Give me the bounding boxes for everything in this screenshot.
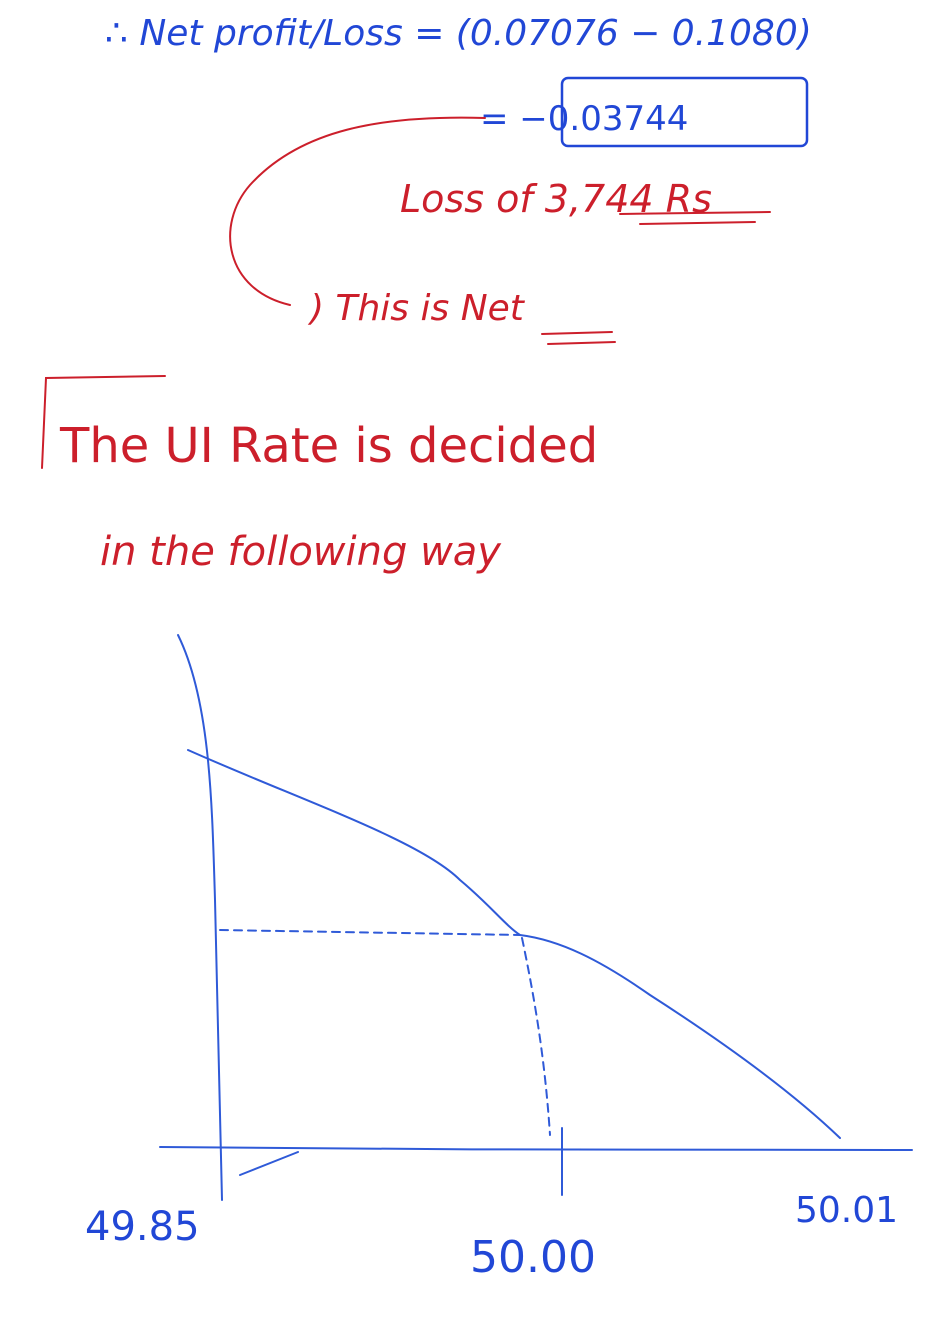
underline bbox=[547, 341, 616, 345]
heading-1: The UI Rate is decided bbox=[59, 418, 598, 474]
curve bbox=[187, 749, 841, 1139]
result-box bbox=[560, 76, 809, 148]
dashed-guide bbox=[219, 929, 521, 936]
x-label: 49.85 bbox=[85, 1204, 200, 1250]
underline bbox=[541, 331, 613, 335]
x-label: 50.01 bbox=[795, 1190, 898, 1231]
net-line: ∴ Net profit/Loss = (0.07076 − 0.1080) bbox=[105, 13, 812, 54]
heading-2: in the following way bbox=[100, 529, 502, 575]
net-remark: ) This is Net bbox=[307, 288, 526, 329]
loss-line: Loss of 3,744 Rs bbox=[400, 177, 712, 221]
underline bbox=[639, 221, 756, 225]
underline bbox=[619, 211, 771, 215]
bracket-arrow bbox=[229, 116, 486, 306]
y-axis bbox=[177, 634, 223, 1201]
tick bbox=[239, 1151, 299, 1176]
result: = −0.03744 bbox=[480, 99, 688, 139]
x-axis bbox=[159, 1146, 913, 1151]
corner-mark bbox=[41, 375, 166, 469]
dashed-guide bbox=[521, 937, 551, 1136]
x-label: 50.00 bbox=[470, 1232, 596, 1283]
